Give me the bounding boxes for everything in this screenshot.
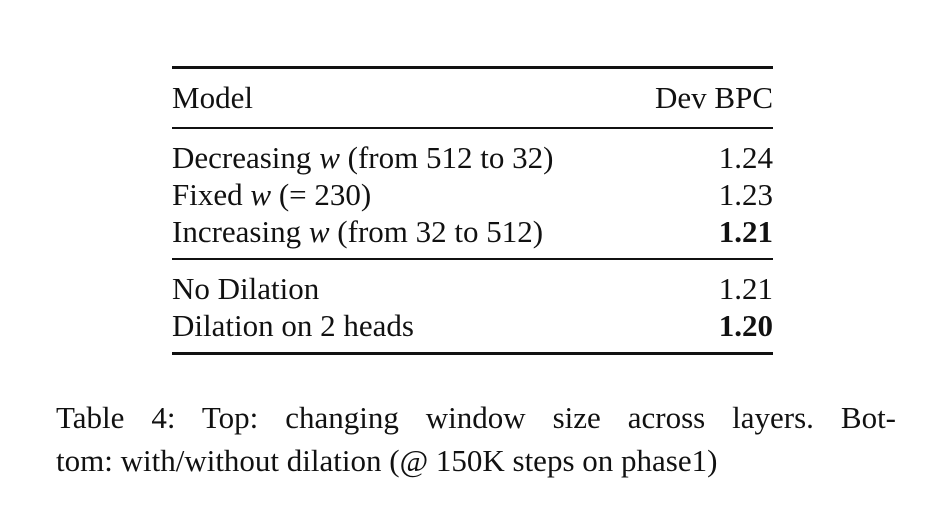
header-model: Model xyxy=(172,80,253,115)
header-dev-bpc: Dev BPC xyxy=(655,80,773,115)
table-row: Decreasing w (from 512 to 32) 1.24 xyxy=(172,139,773,176)
row-value-best: 1.21 xyxy=(718,214,773,249)
table-caption: Table 4: Top: changing window size acros… xyxy=(56,396,896,482)
row-label: Dilation on 2 heads xyxy=(172,308,414,343)
row-label: Fixed w (= 230) xyxy=(172,177,372,212)
row-value: 1.23 xyxy=(718,177,773,212)
caption-line-1: Table 4: Top: changing window size acros… xyxy=(56,400,896,435)
bottom-rule xyxy=(172,352,773,355)
table-row: Dilation on 2 heads 1.20 xyxy=(172,307,773,344)
header-rule xyxy=(172,127,773,129)
table-row: Fixed w (= 230) 1.23 xyxy=(172,176,773,213)
table-group-window-size: Decreasing w (from 512 to 32) 1.24 Fixed… xyxy=(172,129,773,258)
table-header: Model Dev BPC xyxy=(172,69,773,127)
row-value: 1.24 xyxy=(718,140,773,175)
table-row: Increasing w (from 32 to 512) 1.21 xyxy=(172,213,773,250)
table-row: No Dilation 1.21 xyxy=(172,270,773,307)
group-divider-rule xyxy=(172,258,773,260)
results-table: Model Dev BPC Decreasing w (from 512 to … xyxy=(172,66,773,355)
row-value-best: 1.20 xyxy=(718,308,773,343)
row-value: 1.21 xyxy=(718,271,773,306)
row-label: No Dilation xyxy=(172,271,320,306)
table-group-dilation: No Dilation 1.21 Dilation on 2 heads 1.2… xyxy=(172,260,773,352)
caption-line-2: tom: with/without dilation (@ 150K steps… xyxy=(56,443,718,478)
top-rule xyxy=(172,66,773,69)
row-label: Increasing w (from 32 to 512) xyxy=(172,214,544,249)
row-label: Decreasing w (from 512 to 32) xyxy=(172,140,554,175)
